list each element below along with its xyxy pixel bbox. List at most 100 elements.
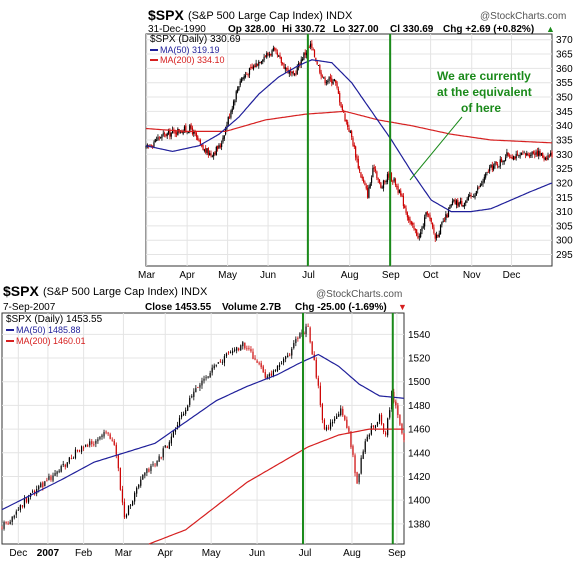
candle-body xyxy=(254,65,256,68)
candle-body xyxy=(454,199,456,205)
candle-body xyxy=(540,152,542,156)
candle-body xyxy=(107,432,109,434)
candle-body xyxy=(494,162,496,166)
candle-body xyxy=(153,142,155,147)
candle-body xyxy=(78,450,81,452)
candle-body xyxy=(278,364,281,367)
candle-body xyxy=(344,113,346,122)
candle-body xyxy=(209,153,211,156)
y-tick-label: 320 xyxy=(556,178,573,189)
candle-body xyxy=(91,441,93,445)
annotation-line-1: We are currently xyxy=(437,69,531,83)
candle-body xyxy=(341,105,343,111)
candle-body xyxy=(499,159,501,167)
y-tick-label: 310 xyxy=(556,207,573,218)
candle-body xyxy=(334,418,336,421)
candle-body xyxy=(7,523,9,525)
candle-body xyxy=(211,156,213,158)
candle-body xyxy=(311,341,313,355)
x-tick-label: Mar xyxy=(138,270,156,281)
candle-body xyxy=(301,332,303,334)
candle-body xyxy=(274,370,277,372)
candle-body xyxy=(234,100,236,103)
candle-body xyxy=(229,351,232,353)
top-ma200-line xyxy=(145,110,552,144)
candle-body xyxy=(385,181,387,182)
candle-body xyxy=(313,50,316,57)
candle-body xyxy=(542,153,544,158)
x-tick-label: Feb xyxy=(75,548,93,559)
candle-body xyxy=(349,131,351,133)
candle-body xyxy=(285,356,287,360)
candle-body xyxy=(134,492,136,502)
candle-body xyxy=(459,200,462,204)
candle-body xyxy=(378,414,381,422)
candle-body xyxy=(160,457,162,459)
candle-body xyxy=(309,43,312,47)
candle-body xyxy=(315,57,317,62)
candle-body xyxy=(323,419,326,430)
candle-body xyxy=(447,209,450,217)
candle-body xyxy=(511,157,513,159)
candle-body xyxy=(270,53,272,56)
candle-body xyxy=(451,201,454,205)
candle-body xyxy=(512,155,515,160)
candle-body xyxy=(201,144,203,147)
candle-body xyxy=(435,234,438,239)
candle-body xyxy=(185,125,187,131)
candle-body xyxy=(413,225,415,229)
candle-body xyxy=(305,52,308,56)
candle-body xyxy=(530,155,532,156)
candle-body xyxy=(391,390,393,410)
candle-body xyxy=(364,182,366,186)
candle-body xyxy=(420,232,422,238)
candle-body xyxy=(520,152,523,155)
candle-body xyxy=(536,151,539,156)
candle-body xyxy=(244,342,246,349)
candle-body xyxy=(386,174,389,183)
y-tick-label: 330 xyxy=(556,150,573,161)
bottom-gridlines xyxy=(2,313,404,544)
candle-body xyxy=(482,181,484,184)
candle-body xyxy=(162,133,164,135)
candle-body xyxy=(180,414,183,418)
candle-body xyxy=(101,435,103,438)
candle-body xyxy=(321,76,324,78)
candle-body xyxy=(351,131,353,137)
candle-body xyxy=(244,75,247,77)
candle-body xyxy=(275,49,277,52)
candle-body xyxy=(370,177,373,183)
candle-body xyxy=(336,82,338,88)
candle-body xyxy=(382,180,385,189)
candle-body xyxy=(166,133,168,136)
candle-body xyxy=(368,186,370,198)
candle-body xyxy=(140,479,142,486)
candle-body xyxy=(207,376,209,378)
candle-body xyxy=(329,422,332,429)
candle-body xyxy=(308,47,310,48)
candle-body xyxy=(199,384,201,388)
candle-body xyxy=(238,348,240,351)
candle-body xyxy=(381,187,383,189)
bottom-legend-ma50: MA(50) 1485.88 xyxy=(16,325,81,335)
candle-body xyxy=(76,450,79,452)
candle-body xyxy=(404,205,406,208)
candle-body xyxy=(416,229,418,236)
x-tick-label: Jun xyxy=(249,548,265,559)
candle-body xyxy=(502,161,504,163)
candle-body xyxy=(338,414,340,417)
x-tick-label: 2007 xyxy=(37,548,60,559)
candle-body xyxy=(301,59,304,61)
y-tick-label: 1480 xyxy=(408,401,431,412)
candle-body xyxy=(514,156,516,160)
candle-body xyxy=(288,70,290,74)
candle-body xyxy=(174,130,176,134)
candle-body xyxy=(365,185,367,189)
candle-body xyxy=(396,185,398,187)
candle-body xyxy=(283,63,285,69)
y-tick-label: 335 xyxy=(556,135,573,146)
candle-body xyxy=(352,137,354,146)
top-quote-open: Op 328.00 xyxy=(228,24,276,35)
candle-body xyxy=(489,167,491,172)
candle-body xyxy=(209,373,211,378)
